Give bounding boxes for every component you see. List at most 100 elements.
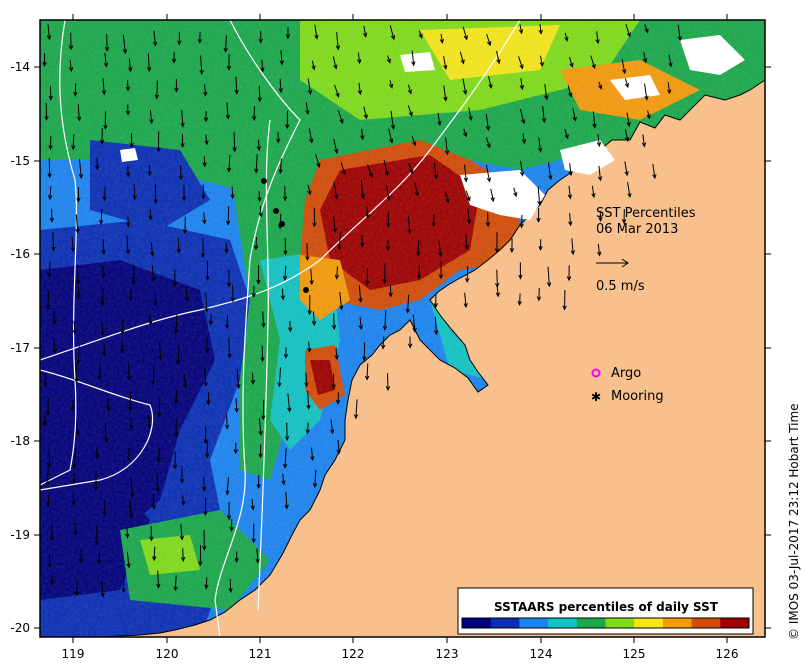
current-arrow-icon bbox=[571, 238, 574, 255]
current-arrowhead-icon bbox=[250, 379, 256, 385]
cloud-mask bbox=[120, 35, 745, 220]
current-arrowhead-icon bbox=[93, 486, 99, 492]
current-arrow-icon bbox=[336, 31, 339, 50]
current-arrowhead-icon bbox=[202, 219, 207, 225]
current-arrow-icon bbox=[203, 212, 206, 224]
current-arrow-icon bbox=[624, 78, 629, 88]
current-arrowhead-icon bbox=[416, 274, 422, 280]
current-arrow-icon bbox=[149, 313, 152, 325]
current-arrow-icon bbox=[251, 372, 254, 384]
current-arrowhead-icon bbox=[73, 91, 78, 97]
current-arrowhead-icon bbox=[407, 89, 413, 95]
current-arrow-icon bbox=[667, 82, 671, 94]
current-arrowhead-icon bbox=[652, 174, 657, 180]
current-arrowhead-icon bbox=[151, 380, 156, 386]
current-arrow-icon bbox=[101, 288, 104, 306]
current-arrow-icon bbox=[100, 208, 103, 224]
current-arrow-icon bbox=[522, 133, 525, 144]
current-arrowhead-icon bbox=[76, 116, 82, 122]
current-arrow-icon bbox=[338, 232, 341, 250]
current-arrowhead-icon bbox=[132, 195, 137, 201]
current-arrowhead-icon bbox=[94, 540, 100, 546]
current-arrow-icon bbox=[569, 163, 572, 176]
current-arrow-icon bbox=[340, 162, 346, 175]
current-arrowhead-icon bbox=[156, 583, 161, 589]
current-arrowhead-icon bbox=[331, 325, 337, 331]
current-arrowhead-icon bbox=[284, 504, 289, 510]
current-arrow-icon bbox=[69, 59, 72, 72]
current-arrowhead-icon bbox=[564, 36, 569, 42]
current-arrowhead-icon bbox=[258, 453, 263, 459]
current-arrow-icon bbox=[183, 373, 186, 388]
current-arrow-icon bbox=[282, 473, 285, 485]
current-arrowhead-icon bbox=[203, 91, 208, 97]
current-arrow-icon bbox=[73, 448, 77, 468]
current-arrowhead-icon bbox=[68, 45, 74, 51]
current-arrowhead-icon bbox=[490, 197, 495, 203]
current-arrowhead-icon bbox=[486, 177, 492, 183]
current-arrow-icon bbox=[625, 24, 631, 37]
current-arrowhead-icon bbox=[439, 38, 445, 44]
current-arrow-icon bbox=[204, 367, 207, 386]
current-arrowhead-icon bbox=[226, 65, 232, 71]
current-arrow-icon bbox=[227, 206, 230, 225]
current-arrowhead-icon bbox=[119, 348, 125, 354]
current-arrowhead-icon bbox=[283, 353, 289, 359]
current-arrow-icon bbox=[382, 336, 385, 349]
current-arrow-icon bbox=[130, 477, 133, 497]
current-arrowhead-icon bbox=[100, 301, 105, 307]
current-arrow-icon bbox=[466, 265, 469, 282]
map-date: 06 Mar 2013 bbox=[596, 222, 678, 237]
current-arrowhead-icon bbox=[277, 382, 282, 388]
current-arrowhead-icon bbox=[437, 120, 442, 126]
current-arrow-icon bbox=[459, 51, 465, 64]
current-arrowhead-icon bbox=[151, 504, 157, 510]
current-arrowhead-icon bbox=[173, 399, 179, 405]
current-arrowhead-icon bbox=[49, 580, 55, 586]
x-tick-label: 126 bbox=[716, 647, 739, 661]
current-arrowhead-icon bbox=[129, 142, 134, 148]
current-arrowhead-icon bbox=[388, 292, 393, 298]
current-arrowhead-icon bbox=[278, 88, 283, 94]
current-arrowhead-icon bbox=[667, 89, 672, 95]
current-arrow-icon bbox=[127, 364, 130, 380]
current-arrow-icon bbox=[133, 183, 136, 200]
map-title: SST Percentiles bbox=[596, 206, 696, 221]
current-arrowhead-icon bbox=[126, 563, 131, 569]
current-arrow-icon bbox=[287, 393, 291, 412]
current-arrow-icon bbox=[433, 162, 437, 179]
current-arrowhead-icon bbox=[225, 324, 230, 330]
current-arrow-icon bbox=[305, 102, 309, 115]
current-arrowhead-icon bbox=[360, 135, 365, 141]
current-arrow-icon bbox=[71, 236, 74, 252]
current-arrowhead-icon bbox=[412, 327, 417, 333]
current-arrowhead-icon bbox=[336, 449, 341, 455]
current-arrowhead-icon bbox=[466, 219, 472, 225]
current-arrow-icon bbox=[149, 209, 152, 220]
current-arrow-icon bbox=[547, 266, 550, 287]
current-arrowhead-icon bbox=[570, 250, 576, 256]
current-arrow-icon bbox=[647, 110, 650, 119]
current-arrowhead-icon bbox=[158, 355, 163, 361]
current-arrowhead-icon bbox=[460, 59, 465, 65]
current-arrow-icon bbox=[152, 493, 155, 509]
current-arrowhead-icon bbox=[288, 327, 293, 333]
current-arrow-icon bbox=[225, 242, 228, 253]
current-arrowhead-icon bbox=[485, 125, 491, 132]
current-arrow-icon bbox=[644, 24, 649, 33]
current-arrowhead-icon bbox=[49, 536, 55, 542]
current-arrowhead-icon bbox=[381, 344, 386, 350]
current-arrowhead-icon bbox=[445, 198, 450, 204]
current-arrowhead-icon bbox=[314, 34, 319, 40]
current-arrowhead-icon bbox=[230, 297, 236, 303]
current-arrowhead-icon bbox=[45, 411, 51, 417]
current-arrowhead-icon bbox=[101, 249, 106, 255]
current-arrowhead-icon bbox=[668, 62, 673, 68]
current-arrowhead-icon bbox=[47, 173, 52, 179]
current-arrowhead-icon bbox=[101, 273, 106, 279]
current-arrowhead-icon bbox=[462, 89, 468, 96]
current-arrowhead-icon bbox=[179, 478, 185, 484]
current-arrow-icon bbox=[443, 85, 447, 101]
x-axis: 119 120 121 122 123 124 125 126 bbox=[62, 14, 739, 661]
x-tick-label: 119 bbox=[62, 647, 85, 661]
